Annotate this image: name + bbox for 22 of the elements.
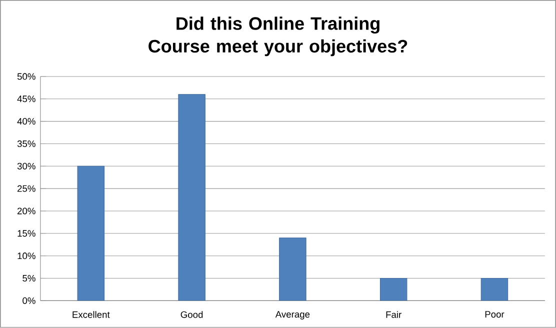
x-tick-label: Excellent — [72, 311, 110, 318]
x-tick-label: Fair — [386, 311, 402, 318]
y-tick-label: 10% — [18, 252, 36, 260]
y-tick-label: 50% — [17, 73, 36, 80]
bar — [380, 278, 408, 301]
y-tick-label: 35% — [17, 140, 36, 148]
bar — [279, 238, 306, 301]
x-tick-label: Poor — [485, 311, 504, 318]
bar — [480, 278, 508, 301]
chart-title: Did this Online Training Course meet your objectives? — [148, 16, 408, 56]
bar — [178, 94, 206, 301]
y-tick-label: 20% — [18, 208, 36, 214]
y-tick-label: 0% — [22, 297, 36, 304]
y-tick-label: 25% — [18, 185, 36, 192]
y-tick-label: 5% — [22, 275, 36, 282]
bar — [77, 166, 105, 301]
y-tick-label: 45% — [17, 96, 36, 102]
y-tick-label: 30% — [17, 162, 36, 170]
x-tick-label: Average — [275, 311, 310, 320]
y-tick-label: 15% — [18, 230, 36, 237]
y-tick-label: 40% — [17, 118, 36, 125]
x-tick-label: Good — [180, 311, 203, 318]
